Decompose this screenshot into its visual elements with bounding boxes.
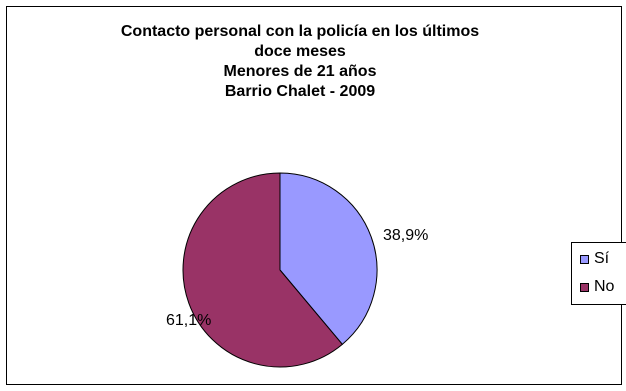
legend-label-no: No: [594, 278, 615, 295]
data-label-si: 38,9%: [383, 227, 428, 244]
data-label-no: 61,1%: [166, 312, 211, 329]
chart-title: Contacto personal con la policía en los …: [0, 22, 600, 102]
pie-slice-si: [279, 172, 378, 346]
chart-title-line-2: doce meses: [254, 43, 346, 60]
legend-item-no: No: [580, 278, 614, 296]
chart-title-line-4: Barrio Chalet - 2009: [224, 83, 376, 100]
legend-label-si: Sí: [594, 250, 610, 267]
legend-swatch-si: [580, 254, 589, 264]
legend-item-si: Sí: [580, 250, 609, 268]
legend-swatch-no: [580, 282, 589, 292]
legend: Sí No: [571, 242, 626, 305]
pie-slice-no: [182, 172, 344, 368]
chart-title-line-3: Menores de 21 años: [223, 63, 377, 80]
chart-title-line-1: Contacto personal con la policía en los …: [120, 23, 480, 40]
